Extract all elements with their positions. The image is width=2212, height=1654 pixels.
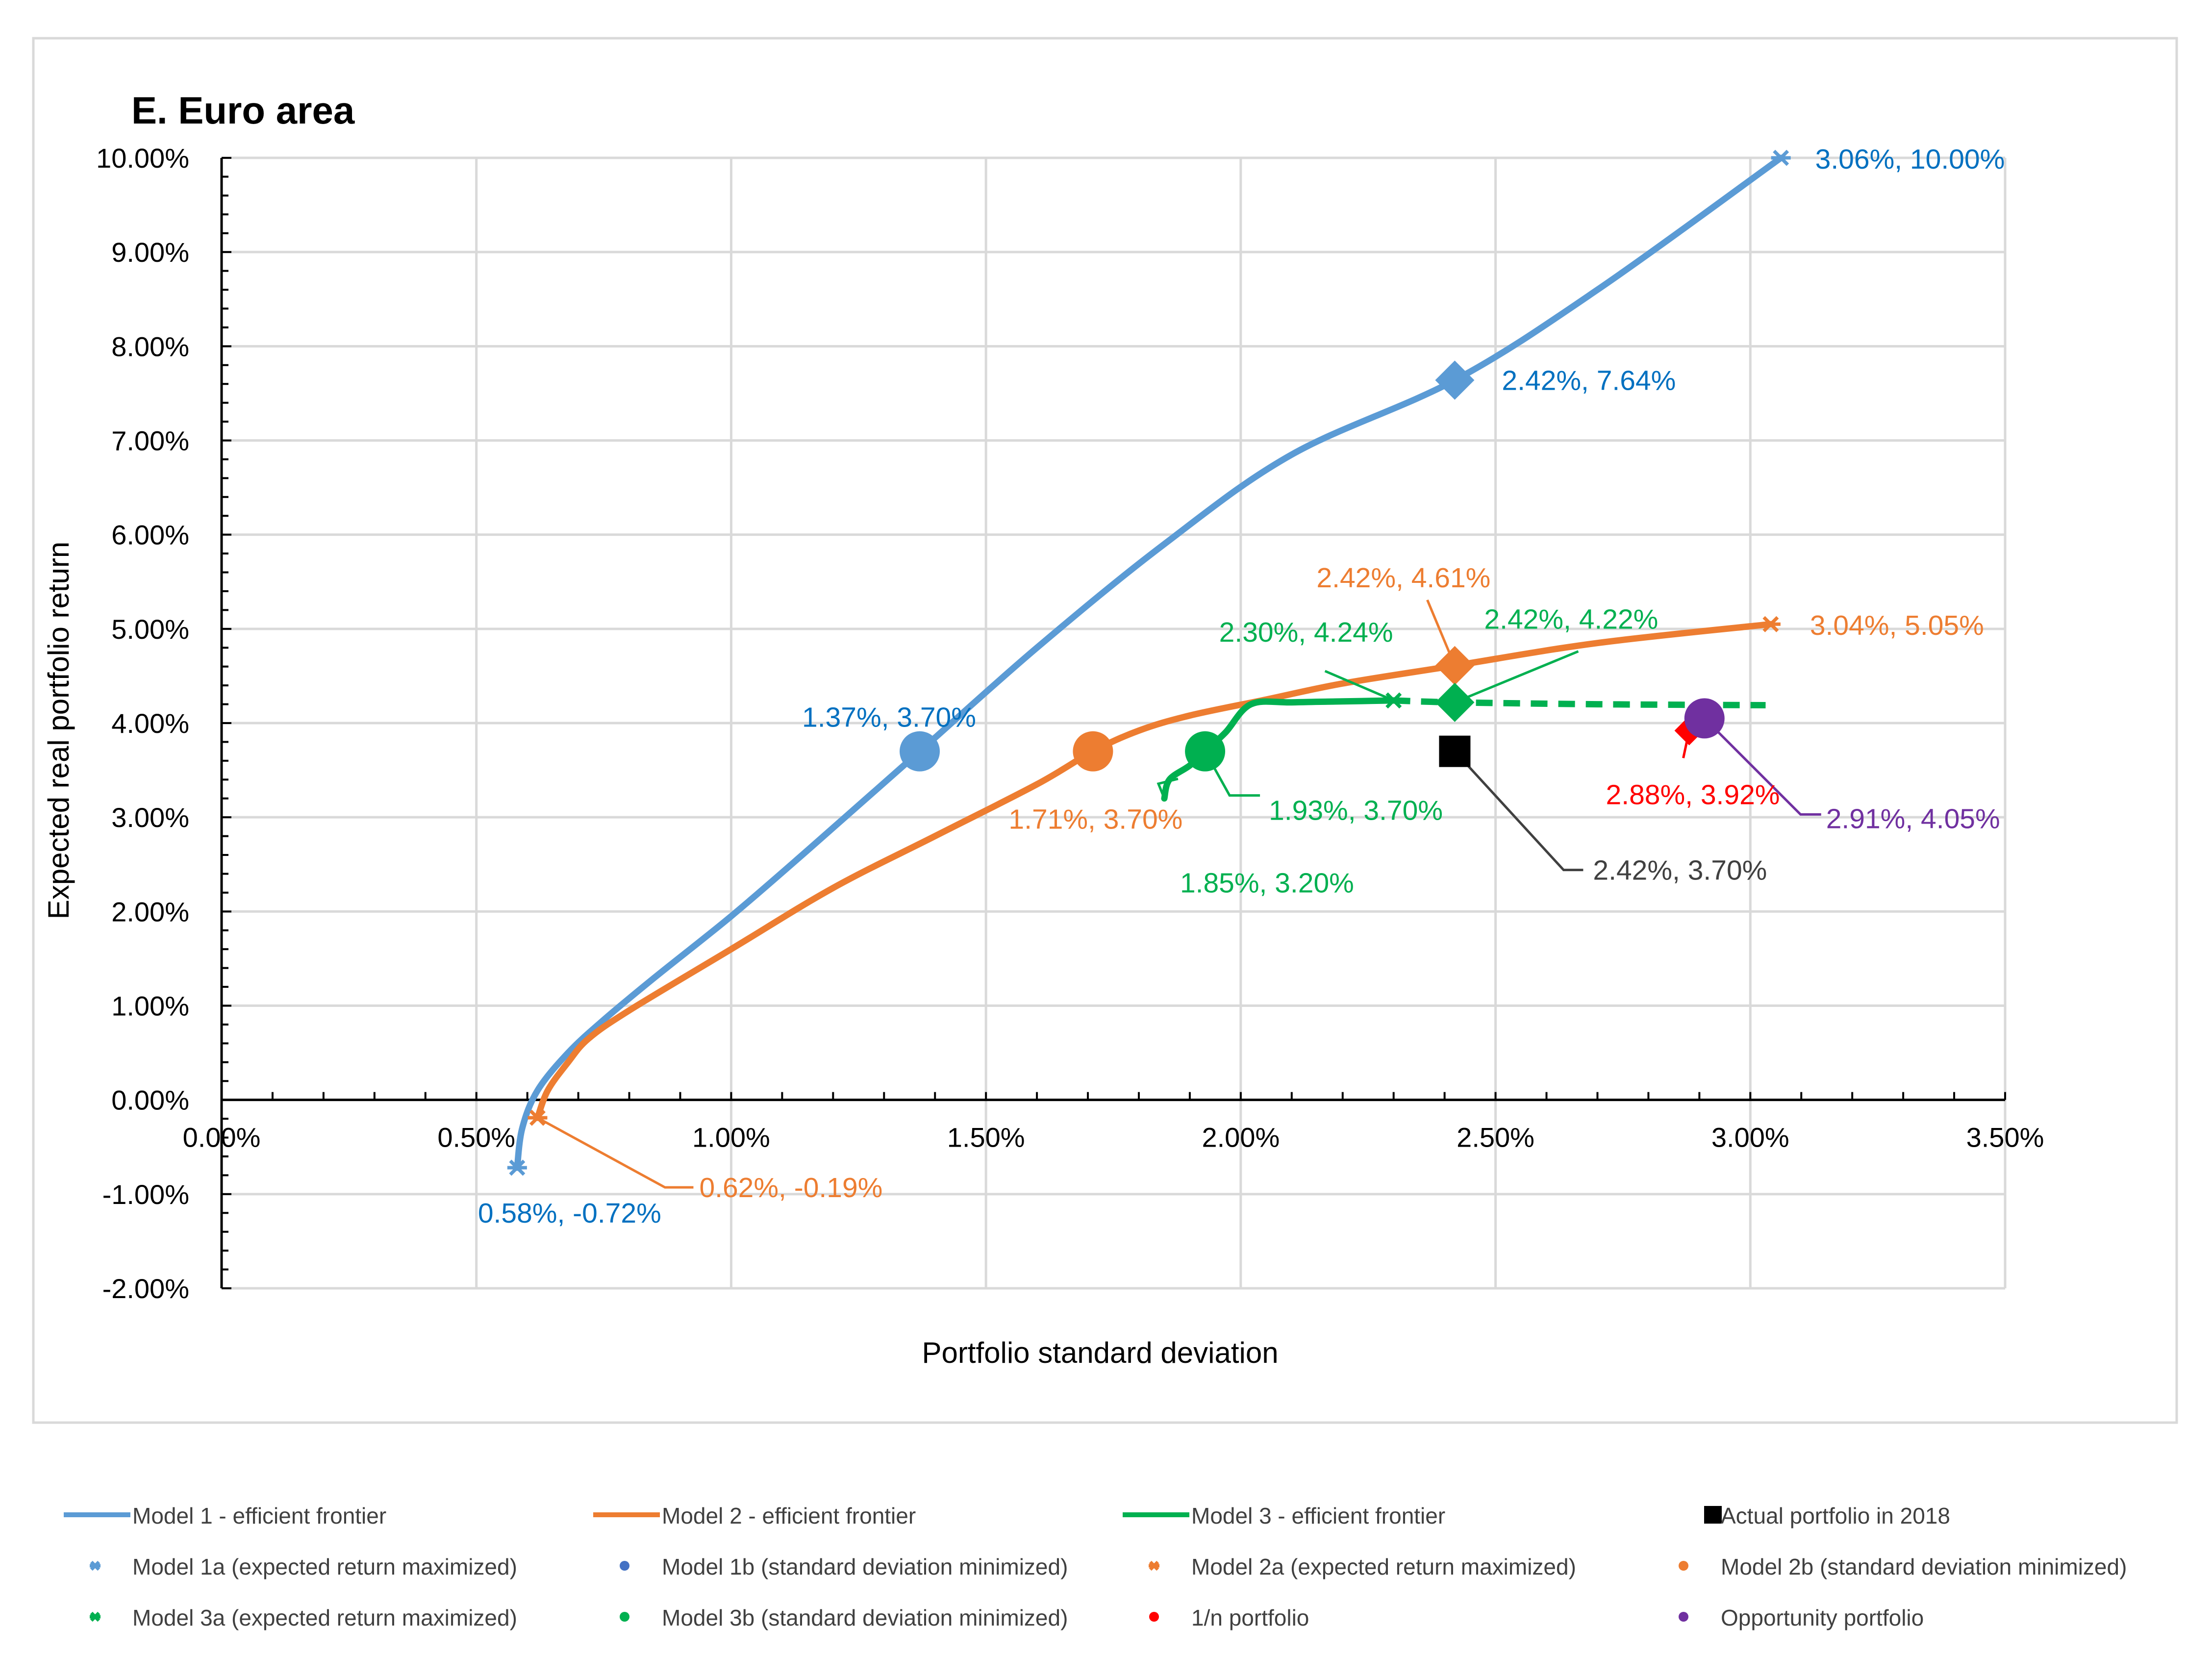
- marker-diamond: [1435, 682, 1475, 722]
- marker-circle: [1073, 731, 1113, 772]
- point-label: 1.37%, 3.70%: [802, 702, 976, 733]
- marker-square: [1439, 735, 1471, 767]
- x-tick-label: 2.00%: [1202, 1122, 1280, 1153]
- legend-square-swatch: [1704, 1506, 1722, 1524]
- point-label: 2.42%, 4.61%: [1316, 562, 1490, 594]
- marker-diamond: [1435, 360, 1475, 400]
- x-tick-label: 1.00%: [692, 1122, 770, 1153]
- y-tick-label: 3.00%: [111, 802, 189, 833]
- legend-label: Model 1b (standard deviation minimized): [662, 1554, 1068, 1579]
- point-label: 3.06%, 10.00%: [1815, 144, 2005, 175]
- x-tick-label: 1.50%: [947, 1122, 1025, 1153]
- legend-label: Opportunity portfolio: [1721, 1605, 1924, 1630]
- chart-frame: [32, 37, 2178, 1424]
- marker-circle: [1684, 698, 1725, 739]
- legend-star-swatch: [90, 1611, 101, 1622]
- marker-star: [507, 1159, 527, 1176]
- x-tick-label: 0.00%: [183, 1122, 261, 1153]
- series-line-3: [1161, 697, 1397, 802]
- leader-line: [1454, 650, 1579, 704]
- y-tick-label: 10.00%: [96, 143, 189, 174]
- marker-circle: [1185, 731, 1226, 772]
- y-tick-label: 7.00%: [111, 426, 189, 456]
- leader-line: [1324, 670, 1394, 702]
- point-markers: [507, 150, 1791, 1176]
- legend-label: Actual portfolio in 2018: [1721, 1503, 1950, 1529]
- legend-label: Model 3a (expected return maximized): [132, 1605, 517, 1630]
- legend-label: Model 1 - efficient frontier: [132, 1503, 386, 1529]
- y-tick-label: 5.00%: [111, 614, 189, 645]
- point-label: 2.42%, 4.22%: [1484, 604, 1658, 635]
- point-label: 1.85%, 3.20%: [1180, 868, 1354, 899]
- y-tick-label: 0.00%: [111, 1085, 189, 1116]
- legend-label: Model 2 - efficient frontier: [662, 1503, 916, 1529]
- legend-label: Model 3b (standard deviation minimized): [662, 1605, 1068, 1630]
- y-tick-label: 4.00%: [111, 708, 189, 739]
- legend-label: Model 3 - efficient frontier: [1191, 1503, 1445, 1529]
- point-labels: 3.06%, 10.00% 0.58%, -0.72% 2.42%, 7.64% 1.…: [478, 144, 2005, 1229]
- point-label: 2.30%, 4.24%: [1219, 617, 1393, 648]
- y-tick-label: 2.00%: [111, 896, 189, 927]
- legend-label: Model 2b (standard deviation minimized): [1721, 1554, 2127, 1579]
- marker-circle: [900, 731, 940, 772]
- chart-title: E. Euro area: [131, 89, 355, 132]
- point-label: 2.88%, 3.92%: [1606, 779, 1780, 810]
- y-tick-label: 6.00%: [111, 520, 189, 551]
- point-label: 1.71%, 3.70%: [1008, 804, 1182, 835]
- y-tick-label: -1.00%: [102, 1179, 189, 1210]
- marker-diamond: [1435, 646, 1475, 685]
- y-tick-label: 1.00%: [111, 991, 189, 1022]
- legend-dot-swatch: [1679, 1561, 1688, 1571]
- marker-star: [1383, 692, 1404, 709]
- y-tick-label: 8.00%: [111, 331, 189, 362]
- legend-label: Model 1a (expected return maximized): [132, 1554, 517, 1579]
- marker-star: [528, 1109, 548, 1126]
- marker-star: [1760, 616, 1781, 632]
- leader-line: [1156, 777, 1179, 799]
- legend-star-swatch: [1149, 1560, 1159, 1571]
- point-label: 1.93%, 3.70%: [1269, 795, 1443, 827]
- point-label: 2.42%, 7.64%: [1502, 365, 1676, 397]
- legend: Model 1 - efficient frontier Model 2 - ef…: [64, 1503, 2127, 1630]
- point-label: 0.58%, -0.72%: [478, 1198, 661, 1229]
- x-tick-label: 3.50%: [1966, 1122, 2044, 1153]
- point-label: 0.62%, -0.19%: [699, 1172, 882, 1203]
- marker-star: [1771, 150, 1791, 166]
- leader-line: [1454, 750, 1584, 872]
- series-line-1: [514, 154, 1785, 1171]
- point-label: 3.04%, 5.05%: [1810, 610, 1984, 641]
- legend-dot-swatch: [620, 1612, 629, 1622]
- point-label: 2.42%, 3.70%: [1593, 855, 1767, 886]
- x-tick-label: 2.50%: [1457, 1122, 1534, 1153]
- legend-label: 1/n portfolio: [1191, 1605, 1309, 1630]
- legend-dot-swatch: [1149, 1612, 1159, 1622]
- point-label: 2.91%, 4.05%: [1826, 803, 2000, 834]
- legend-star-swatch: [90, 1560, 101, 1571]
- y-tick-label: -2.00%: [102, 1273, 189, 1304]
- x-tick-label: 3.00%: [1711, 1122, 1789, 1153]
- leader-line: [537, 1116, 694, 1189]
- legend-label: Model 2a (expected return maximized): [1191, 1554, 1576, 1579]
- y-axis-title: Expected real portfolio return: [42, 542, 75, 919]
- x-axis-title: Portfolio standard deviation: [922, 1336, 1278, 1369]
- y-tick-label: 9.00%: [111, 237, 189, 268]
- legend-dot-swatch: [620, 1561, 629, 1571]
- legend-dot-swatch: [1679, 1612, 1688, 1622]
- x-tick-label: 0.50%: [437, 1122, 515, 1153]
- leader-line: [1703, 717, 1821, 816]
- axes: 0.00% 0.50% 1.00% 1.50% 2.00% 2.50% 3.00% 3.50%…: [96, 143, 2044, 1304]
